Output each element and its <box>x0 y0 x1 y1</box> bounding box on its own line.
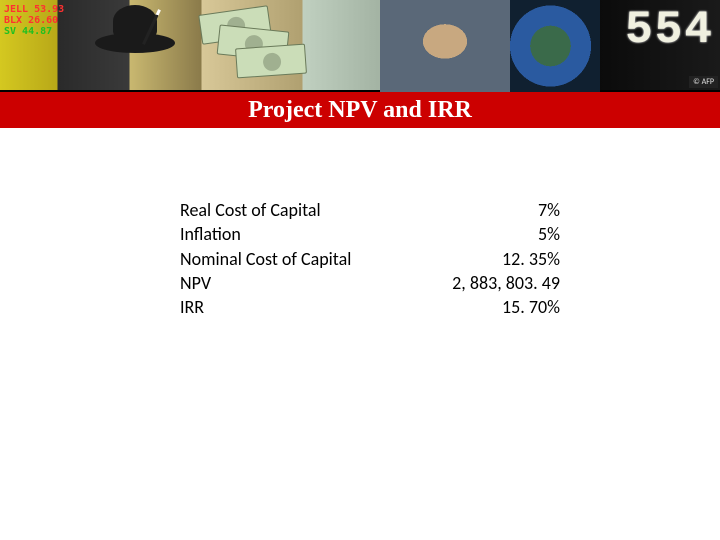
header-image-collage: JELL 53.93 BLX 26.60 SV 44.87 554 © AFP <box>0 0 720 92</box>
table-row: Nominal Cost of Capital 12. 35% <box>180 247 560 271</box>
image-watermark: © AFP <box>689 76 718 88</box>
person-photo-graphic <box>380 0 510 92</box>
top-hat-graphic <box>95 5 185 65</box>
row-value: 2, 883, 803. 49 <box>452 271 560 295</box>
ticker-line: BLX 26.60 <box>4 15 58 26</box>
content-area: Real Cost of Capital 7% Inflation 5% Nom… <box>0 128 720 319</box>
stock-ticker-text: JELL 53.93 BLX 26.60 SV 44.87 <box>4 4 64 37</box>
row-label: IRR <box>180 295 204 319</box>
row-value: 7% <box>538 198 560 222</box>
table-row: Real Cost of Capital 7% <box>180 198 560 222</box>
title-bar: Project NPV and IRR <box>0 92 720 128</box>
money-bills-graphic <box>200 10 300 80</box>
ticker-line: JELL 53.93 <box>4 4 64 15</box>
row-label: NPV <box>180 271 211 295</box>
digital-readout: 554 <box>625 4 714 56</box>
table-row: NPV 2, 883, 803. 49 <box>180 271 560 295</box>
row-label: Nominal Cost of Capital <box>180 247 351 271</box>
row-label: Inflation <box>180 222 241 246</box>
globe-graphic <box>510 0 600 92</box>
ticker-line: SV 44.87 <box>4 26 52 37</box>
row-value: 12. 35% <box>502 247 560 271</box>
table-row: Inflation 5% <box>180 222 560 246</box>
npv-irr-table: Real Cost of Capital 7% Inflation 5% Nom… <box>180 198 560 319</box>
row-value: 15. 70% <box>502 295 560 319</box>
slide-title: Project NPV and IRR <box>248 97 472 124</box>
row-value: 5% <box>538 222 560 246</box>
row-label: Real Cost of Capital <box>180 198 321 222</box>
table-row: IRR 15. 70% <box>180 295 560 319</box>
